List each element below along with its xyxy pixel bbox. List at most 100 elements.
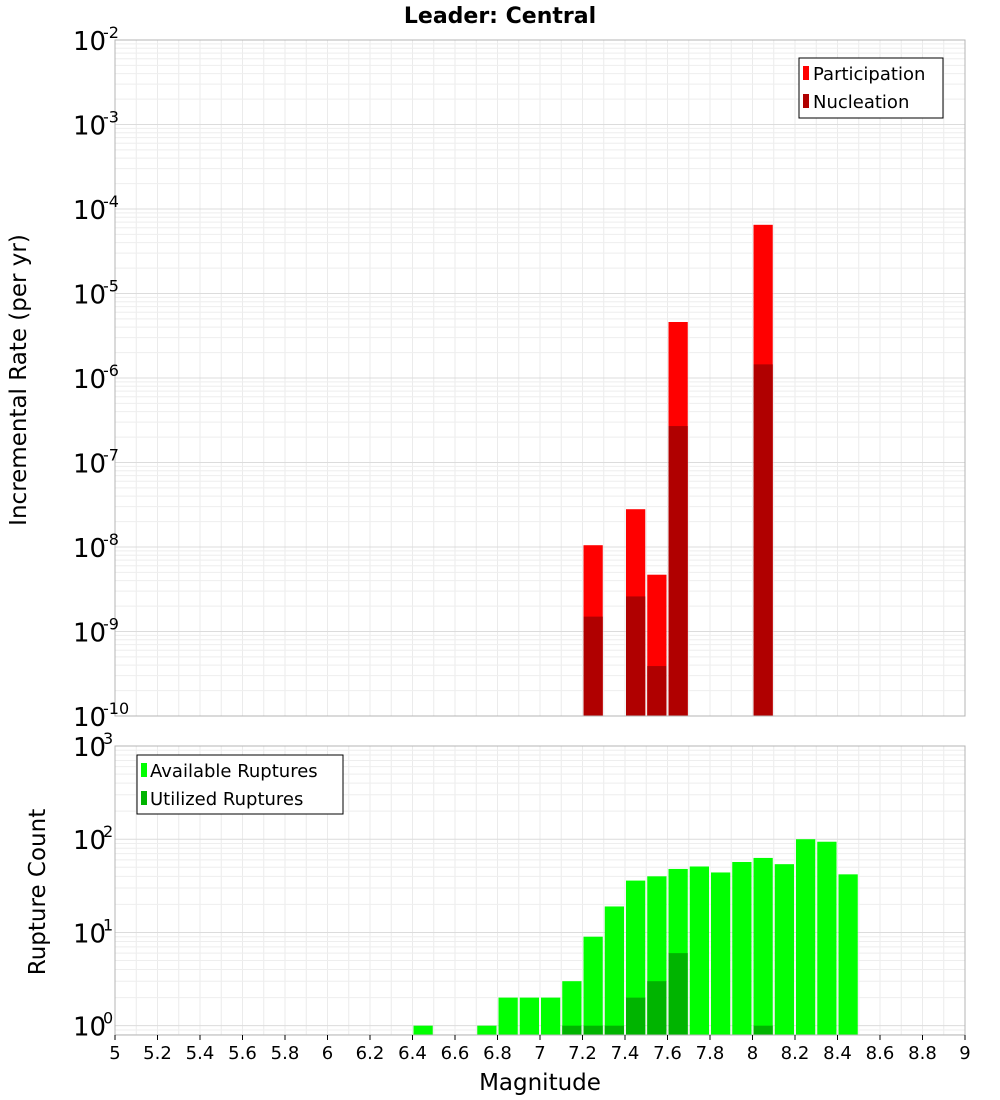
bar-nucleation (583, 616, 603, 716)
y-tick-label: 10 (73, 281, 106, 311)
x-tick-label: 5 (109, 1043, 120, 1064)
y-tick-label: 10 (73, 112, 106, 142)
x-tick-label: 8.2 (781, 1043, 810, 1064)
bar-available-ruptures (583, 936, 603, 1035)
y-tick-label: 10 (73, 733, 106, 763)
y-tick-label: 10 (73, 619, 106, 649)
x-tick-label: 9 (959, 1043, 970, 1064)
bar-available-ruptures (817, 841, 837, 1035)
x-ticks: 5 5.2 5.4 5.6 5.8 6 6.2 6.4 6.6 6.8 7 7.2 7.4 7.6 7.8 8… (109, 1035, 971, 1064)
x-tick-label: 6.8 (483, 1043, 512, 1064)
bar-nucleation (626, 596, 646, 716)
rate-legend: Participation Nucleation (798, 57, 944, 119)
y-tick-exponent: -8 (103, 530, 119, 549)
rate-legend-box (798, 57, 944, 119)
x-tick-label: 8.4 (823, 1043, 852, 1064)
chart-title: Leader: Central (404, 4, 596, 29)
y-tick-exponent: -10 (103, 699, 129, 718)
bar-available-ruptures (689, 866, 709, 1035)
x-tick-label: 5.4 (186, 1043, 215, 1064)
rate-bars (583, 224, 773, 716)
legend-label-utilized: Utilized Ruptures (150, 789, 303, 810)
legend-swatch-participation (803, 66, 809, 80)
x-tick-label: 8.8 (908, 1043, 937, 1064)
y-tick-label: 10 (73, 1013, 106, 1043)
count-legend-box (136, 754, 344, 815)
bar-utilized-ruptures (647, 981, 667, 1035)
y-tick-label: 10 (73, 365, 106, 395)
legend-swatch-utilized (141, 791, 147, 805)
y-tick-label: 10 (73, 703, 106, 733)
bar-available-ruptures (711, 872, 731, 1035)
x-tick-label: 8.6 (866, 1043, 895, 1064)
y-tick-label: 10 (73, 196, 106, 226)
y-tick-exponent: -7 (103, 446, 119, 465)
bar-available-ruptures (413, 1025, 433, 1035)
x-tick-label: 7 (534, 1043, 545, 1064)
bar-available-ruptures (562, 981, 582, 1035)
bar-utilized-ruptures (562, 1025, 582, 1035)
legend-swatch-available (141, 763, 147, 777)
y-tick-exponent: -6 (103, 361, 119, 380)
count-bars (413, 839, 858, 1035)
bar-available-ruptures (477, 1025, 497, 1035)
legend-label-nucleation: Nucleation (813, 92, 909, 113)
bar-available-ruptures (732, 861, 752, 1035)
bar-available-ruptures (774, 864, 794, 1035)
x-tick-label: 6 (322, 1043, 333, 1064)
bar-available-ruptures (753, 857, 773, 1035)
y-tick-exponent: -3 (103, 108, 119, 127)
y-tick-exponent: 1 (103, 915, 113, 934)
count-y-axis-label: Rupture Count (25, 809, 51, 975)
x-tick-label: 7.2 (568, 1043, 597, 1064)
bar-available-ruptures (519, 997, 539, 1035)
bar-available-ruptures (541, 997, 561, 1035)
bar-available-ruptures (604, 906, 624, 1035)
bar-available-ruptures (796, 839, 816, 1035)
bar-available-ruptures (626, 880, 646, 1035)
bar-nucleation (668, 426, 688, 716)
rate-y-ticks: 10-210-310-410-510-610-710-810-910-10 (73, 23, 129, 733)
rate-y-axis-label: Incremental Rate (per yr) (6, 234, 32, 526)
y-tick-exponent: -2 (103, 23, 119, 42)
bar-utilized-ruptures (604, 1025, 624, 1035)
x-axis-label: Magnitude (479, 1070, 601, 1096)
bar-nucleation (647, 666, 667, 716)
y-tick-exponent: 3 (103, 729, 113, 748)
rate-plot-border (114, 39, 966, 717)
count-legend: Available Ruptures Utilized Ruptures (136, 754, 344, 815)
y-tick-exponent: -9 (103, 615, 119, 634)
y-tick-label: 10 (73, 919, 106, 949)
x-tick-label: 5.6 (228, 1043, 257, 1064)
legend-swatch-nucleation (803, 94, 809, 108)
y-tick-label: 10 (73, 450, 106, 480)
x-tick-label: 7.4 (611, 1043, 640, 1064)
x-tick-label: 6.6 (441, 1043, 470, 1064)
x-tick-label: 7.6 (653, 1043, 682, 1064)
bar-utilized-ruptures (753, 1025, 773, 1035)
x-tick-label: 5.2 (143, 1043, 172, 1064)
y-tick-label: 10 (73, 534, 106, 564)
y-tick-exponent: 0 (103, 1009, 113, 1028)
x-tick-label: 6.2 (356, 1043, 385, 1064)
legend-label-available: Available Ruptures (150, 761, 318, 782)
legend-label-participation: Participation (813, 64, 925, 85)
y-tick-exponent: -4 (103, 192, 119, 211)
rate-panel: 10-210-310-410-510-610-710-810-910-10 In… (6, 23, 966, 733)
bar-nucleation (753, 364, 773, 716)
bar-utilized-ruptures (668, 953, 688, 1035)
x-tick-label: 8 (747, 1043, 758, 1064)
rate-grid (114, 40, 966, 717)
y-tick-exponent: 2 (103, 822, 113, 841)
y-tick-label: 10 (73, 27, 106, 57)
x-tick-label: 7.8 (696, 1043, 725, 1064)
y-tick-exponent: -5 (103, 277, 119, 296)
x-tick-label: 6.4 (398, 1043, 427, 1064)
bar-utilized-ruptures (626, 997, 646, 1035)
bar-available-ruptures (838, 874, 858, 1035)
y-tick-label: 10 (73, 826, 106, 856)
x-tick-label: 5.8 (271, 1043, 300, 1064)
